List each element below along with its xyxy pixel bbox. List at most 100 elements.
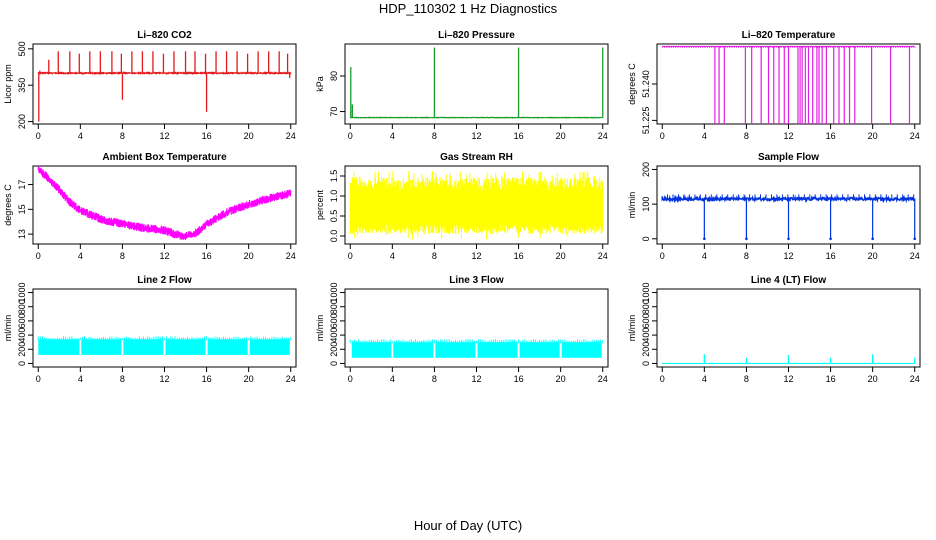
x-tick-label: 12: [159, 131, 169, 141]
y-axis-label: Licor ppm: [3, 64, 13, 104]
x-tick-label: 0: [348, 131, 353, 141]
data-series: [37, 336, 292, 355]
panel-title: Li–820 CO2: [137, 30, 192, 41]
y-tick-label: 0: [641, 236, 651, 241]
series-dip-point: [913, 237, 917, 241]
x-tick-label: 0: [660, 251, 665, 261]
x-tick-label: 24: [286, 374, 296, 384]
x-tick-label: 16: [202, 251, 212, 261]
y-tick-label: 13: [17, 229, 27, 239]
panel-title: Line 3 Flow: [449, 275, 504, 286]
x-tick-label: 20: [868, 374, 878, 384]
y-tick-label: 800: [641, 299, 651, 314]
x-tick-label: 8: [432, 374, 437, 384]
x-tick-label: 24: [286, 131, 296, 141]
x-tick-label: 20: [868, 131, 878, 141]
x-tick-label: 16: [514, 251, 524, 261]
chart-panel-1: Li–820 CO2 0 4 8 12 16 20 24 200 350 500 Licor ppm: [3, 30, 297, 141]
y-tick-label: 80: [329, 71, 339, 81]
series-path: [37, 166, 292, 240]
series-path: [349, 339, 604, 344]
y-tick-label: 17: [17, 180, 27, 190]
x-tick-label: 16: [514, 374, 524, 384]
x-tick-label: 8: [120, 251, 125, 261]
y-tick-label: 800: [17, 299, 27, 314]
x-tick-label: 24: [598, 374, 608, 384]
x-tick-label: 20: [556, 131, 566, 141]
panel-title: Gas Stream RH: [440, 152, 513, 163]
x-tick-label: 16: [202, 374, 212, 384]
x-tick-label: 0: [348, 251, 353, 261]
series-band: [165, 339, 206, 355]
x-tick-label: 0: [36, 131, 41, 141]
x-tick-label: 20: [556, 251, 566, 261]
x-tick-label: 12: [471, 131, 481, 141]
series-band: [123, 339, 164, 355]
series-band: [477, 342, 518, 358]
chart-panel-9: Line 4 (LT) Flow 0 4 8 12 16 20 24 0 200400600800…: [627, 275, 921, 384]
y-axis-label: degrees C: [3, 184, 13, 226]
x-tick-label: 4: [390, 131, 395, 141]
y-axis-label: ml/min: [3, 315, 13, 342]
x-tick-label: 24: [910, 251, 920, 261]
panel-title: Li–820 Temperature: [742, 30, 836, 41]
x-tick-label: 4: [78, 374, 83, 384]
x-tick-label: 16: [826, 251, 836, 261]
y-tick-label: 1000: [329, 283, 339, 303]
y-tick-label: 51.240: [641, 70, 651, 98]
plot-frame: [344, 43, 609, 125]
x-tick-label: 4: [78, 251, 83, 261]
y-tick-label: 0: [641, 361, 651, 366]
x-tick-label: 12: [783, 131, 793, 141]
y-tick-label: 600: [17, 313, 27, 328]
panel-title: Li–820 Pressure: [438, 30, 515, 41]
series-band: [435, 342, 476, 358]
x-tick-label: 24: [286, 251, 296, 261]
series-band: [81, 339, 122, 355]
chart-panel-4: Ambient Box Temperature 0 4 8 12 16 20 24 13 15 17…: [3, 152, 297, 261]
series-band: [38, 339, 80, 355]
y-axis-label: degrees C: [627, 63, 637, 105]
x-tick-label: 12: [471, 374, 481, 384]
y-tick-label: 0: [329, 361, 339, 366]
series-dip-point: [871, 237, 874, 241]
x-tick-label: 8: [744, 131, 749, 141]
chart-panel-5: Gas Stream RH 0 4 8 12 16 20 24 0.0 0.5 1.0 1.5 perc…: [315, 152, 609, 261]
series-band: [249, 339, 290, 355]
y-tick-label: 1000: [17, 283, 27, 303]
x-tick-label: 0: [660, 131, 665, 141]
y-tick-label: 400: [329, 328, 339, 343]
x-tick-label: 20: [244, 251, 254, 261]
y-tick-label: 0.5: [329, 210, 339, 223]
panel-title: Line 2 Flow: [137, 275, 192, 286]
x-tick-label: 0: [348, 374, 353, 384]
x-tick-label: 4: [78, 131, 83, 141]
data-series: [662, 45, 916, 124]
y-axis-label: percent: [315, 189, 325, 220]
y-tick-label: 800: [329, 299, 339, 314]
series-band: [519, 342, 560, 358]
x-tick-label: 12: [783, 374, 793, 384]
data-series: [661, 194, 917, 241]
x-tick-label: 24: [598, 131, 608, 141]
series-dip-point: [745, 237, 748, 241]
series-band: [207, 339, 248, 355]
data-series: [349, 170, 604, 240]
y-tick-label: 200: [17, 342, 27, 357]
y-tick-label: 100: [641, 197, 651, 212]
series-band: [561, 342, 602, 358]
x-tick-label: 4: [390, 374, 395, 384]
x-tick-label: 0: [36, 374, 41, 384]
x-tick-label: 4: [390, 251, 395, 261]
x-tick-label: 8: [744, 251, 749, 261]
x-tick-label: 12: [159, 374, 169, 384]
y-tick-label: 1.0: [329, 190, 339, 203]
x-tick-label: 12: [471, 251, 481, 261]
y-tick-label: 1.5: [329, 170, 339, 183]
x-tick-label: 16: [826, 374, 836, 384]
x-tick-label: 24: [910, 374, 920, 384]
y-tick-label: 400: [641, 328, 651, 343]
